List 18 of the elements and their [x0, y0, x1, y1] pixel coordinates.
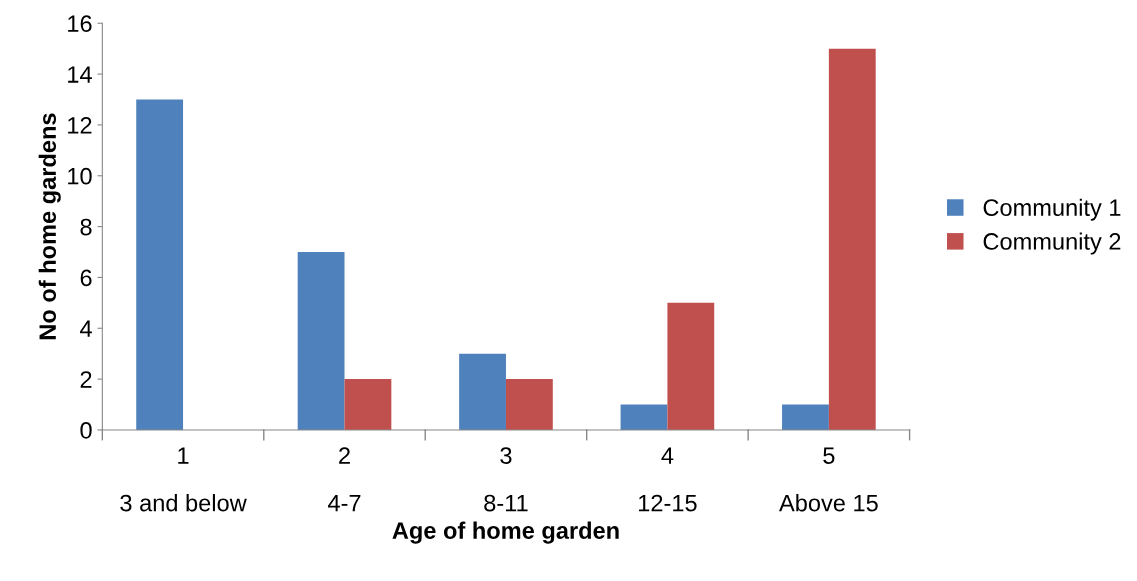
y-axis-title: No of home gardens — [38, 113, 61, 340]
x-axis-title: Age of home garden — [392, 521, 619, 544]
y-tick-label: 10 — [68, 167, 92, 185]
y-tick-label: 0 — [80, 422, 92, 439]
category-label: 1 3 and below — [120, 447, 247, 512]
y-tick-label: 12 — [68, 116, 92, 134]
y-tick-label: 14 — [68, 66, 92, 83]
category-label: 5 Above 15 — [779, 447, 878, 512]
y-tick-label: 4 — [80, 320, 92, 337]
category-label: 2 4-7 — [327, 447, 361, 512]
y-tick-label: 8 — [80, 218, 92, 236]
y-tick-label: 6 — [80, 269, 92, 287]
y-tick-label: 16 — [68, 15, 92, 33]
legend-label: Community 2 — [983, 232, 1121, 255]
y-tick-label: 2 — [80, 371, 92, 388]
legend-label: Community 1 — [983, 198, 1121, 221]
category-label: 4 12-15 — [639, 447, 697, 512]
category-label: 3 8-11 — [484, 447, 528, 512]
